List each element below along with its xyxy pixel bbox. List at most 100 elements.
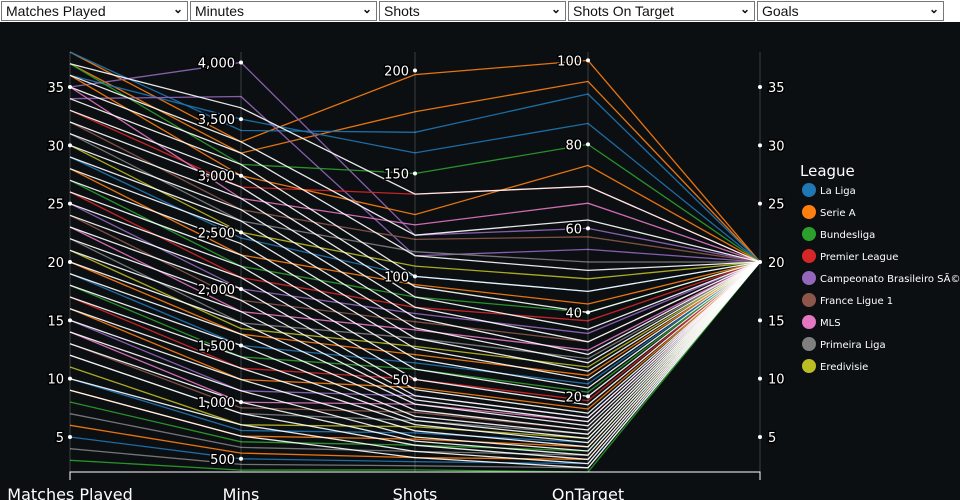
- tick-dot: [239, 230, 243, 235]
- tick-label: 500: [210, 453, 235, 468]
- tick-dot: [239, 286, 243, 291]
- legend-swatch: [802, 337, 816, 351]
- dropdown-label: Goals: [762, 3, 799, 19]
- data-line: [69, 238, 761, 419]
- data-line: [69, 133, 761, 343]
- legend-label: Bundesliga: [820, 230, 875, 241]
- parallel-coordinates-chart: 5 10 15 20 25 30 35 Matches Played 500 1,000 1,500…: [7, 51, 960, 500]
- tick-dot: [413, 377, 417, 382]
- chevron-down-icon: ⌄: [361, 2, 372, 16]
- data-line: [69, 226, 761, 351]
- tick-dot: [758, 260, 762, 264]
- data-line: [69, 156, 761, 364]
- legend-label: Premier League: [820, 252, 898, 263]
- data-line: [69, 261, 761, 456]
- data-line: [69, 144, 761, 280]
- tick-label: 15: [768, 314, 785, 329]
- tick-label: 10: [47, 373, 64, 388]
- legend-item[interactable]: Serie A: [802, 205, 856, 219]
- legend-title: League: [800, 162, 855, 180]
- legend-item[interactable]: Campeonato Brasileiro SÃ©rie A: [802, 271, 960, 285]
- data-line: [69, 261, 761, 440]
- tick-label: 10: [768, 373, 785, 388]
- dropdown-dim-5[interactable]: Goals ⌄: [757, 1, 944, 21]
- tick-label: 5: [768, 431, 776, 446]
- data-line: [69, 261, 761, 385]
- data-line: [69, 51, 761, 263]
- tick-label: 25: [768, 198, 785, 213]
- tick-label: 80: [565, 138, 582, 153]
- tick-label: 5: [56, 431, 64, 446]
- legend-item[interactable]: France Ligue 1: [802, 293, 893, 307]
- data-line: [69, 109, 761, 314]
- dropdown-dim-3[interactable]: Shots ⌄: [379, 1, 566, 21]
- legend-label: La Liga: [820, 186, 856, 197]
- legend-swatch: [802, 315, 816, 329]
- tick-label: 20: [768, 256, 785, 271]
- data-line: [69, 144, 761, 356]
- data-line: [69, 226, 761, 414]
- legend-item[interactable]: MLS: [802, 315, 841, 329]
- data-line: [69, 63, 761, 263]
- legend-label: Primeira Liga: [820, 340, 886, 351]
- data-line: [69, 86, 761, 263]
- tick-dot: [586, 394, 590, 399]
- data-line: [69, 168, 761, 372]
- tick-label: 20: [47, 256, 64, 271]
- tick-label: 1,500: [198, 340, 235, 355]
- legend-item[interactable]: Premier League: [802, 249, 898, 263]
- dropdown-dim-4[interactable]: Shots On Target ⌄: [568, 1, 755, 21]
- dropdown-label: Matches Played: [6, 3, 106, 19]
- legend-label: Serie A: [820, 208, 856, 219]
- tick-dot: [239, 117, 243, 122]
- tick-label: 2,500: [198, 226, 235, 241]
- tick-label: 150: [384, 167, 409, 182]
- data-line: [69, 121, 761, 263]
- legend-item[interactable]: La Liga: [802, 183, 856, 197]
- legend-swatch: [802, 359, 816, 373]
- data-line: [69, 121, 761, 330]
- data-line: [69, 261, 761, 410]
- tick-dot: [239, 173, 243, 178]
- tick-dot: [68, 260, 72, 264]
- data-line: [69, 261, 761, 461]
- legend-swatch: [802, 249, 816, 263]
- tick-dot: [758, 201, 762, 206]
- axis-title: Mins: [223, 485, 260, 500]
- data-line: [69, 261, 761, 435]
- data-line: [69, 261, 761, 431]
- dimension-selector-bar: Matches Played ⌄ Minutes ⌄ Shots ⌄ Shots On…: [0, 0, 960, 22]
- data-line: [69, 74, 761, 263]
- tick-dot: [68, 85, 72, 89]
- legend-item[interactable]: Eredivisie: [802, 359, 868, 373]
- tick-label: 3,500: [198, 113, 235, 128]
- tick-dot: [68, 318, 72, 323]
- legend-item[interactable]: Bundesliga: [802, 227, 875, 241]
- tick-label: 20: [565, 390, 582, 405]
- data-line: [69, 63, 761, 263]
- tick-dot: [68, 376, 72, 381]
- chevron-down-icon: ⌄: [172, 2, 183, 16]
- tick-dot: [413, 274, 417, 279]
- tick-label: 35: [768, 81, 785, 96]
- axis-title: Shots: [393, 485, 438, 500]
- tick-label: 100: [384, 270, 409, 285]
- legend-swatch: [802, 227, 816, 241]
- chevron-down-icon: ⌄: [739, 2, 750, 16]
- tick-label: 1,000: [198, 396, 235, 411]
- tick-dot: [239, 60, 243, 65]
- legend-item[interactable]: Primeira Liga: [802, 337, 886, 351]
- dropdown-label: Minutes: [195, 3, 245, 19]
- legend-swatch: [802, 205, 816, 219]
- tick-dot: [68, 143, 72, 148]
- tick-label: 30: [768, 139, 785, 154]
- dropdown-dim-1[interactable]: Matches Played ⌄: [1, 1, 188, 21]
- data-line: [69, 51, 761, 263]
- data-line: [69, 168, 761, 305]
- tick-dot: [586, 310, 590, 315]
- axis-title: Matches Played: [7, 485, 132, 500]
- tick-label: 30: [47, 139, 64, 154]
- legend-swatch: [802, 271, 816, 285]
- dropdown-dim-2[interactable]: Minutes ⌄: [190, 1, 377, 21]
- tick-label: 40: [565, 306, 582, 321]
